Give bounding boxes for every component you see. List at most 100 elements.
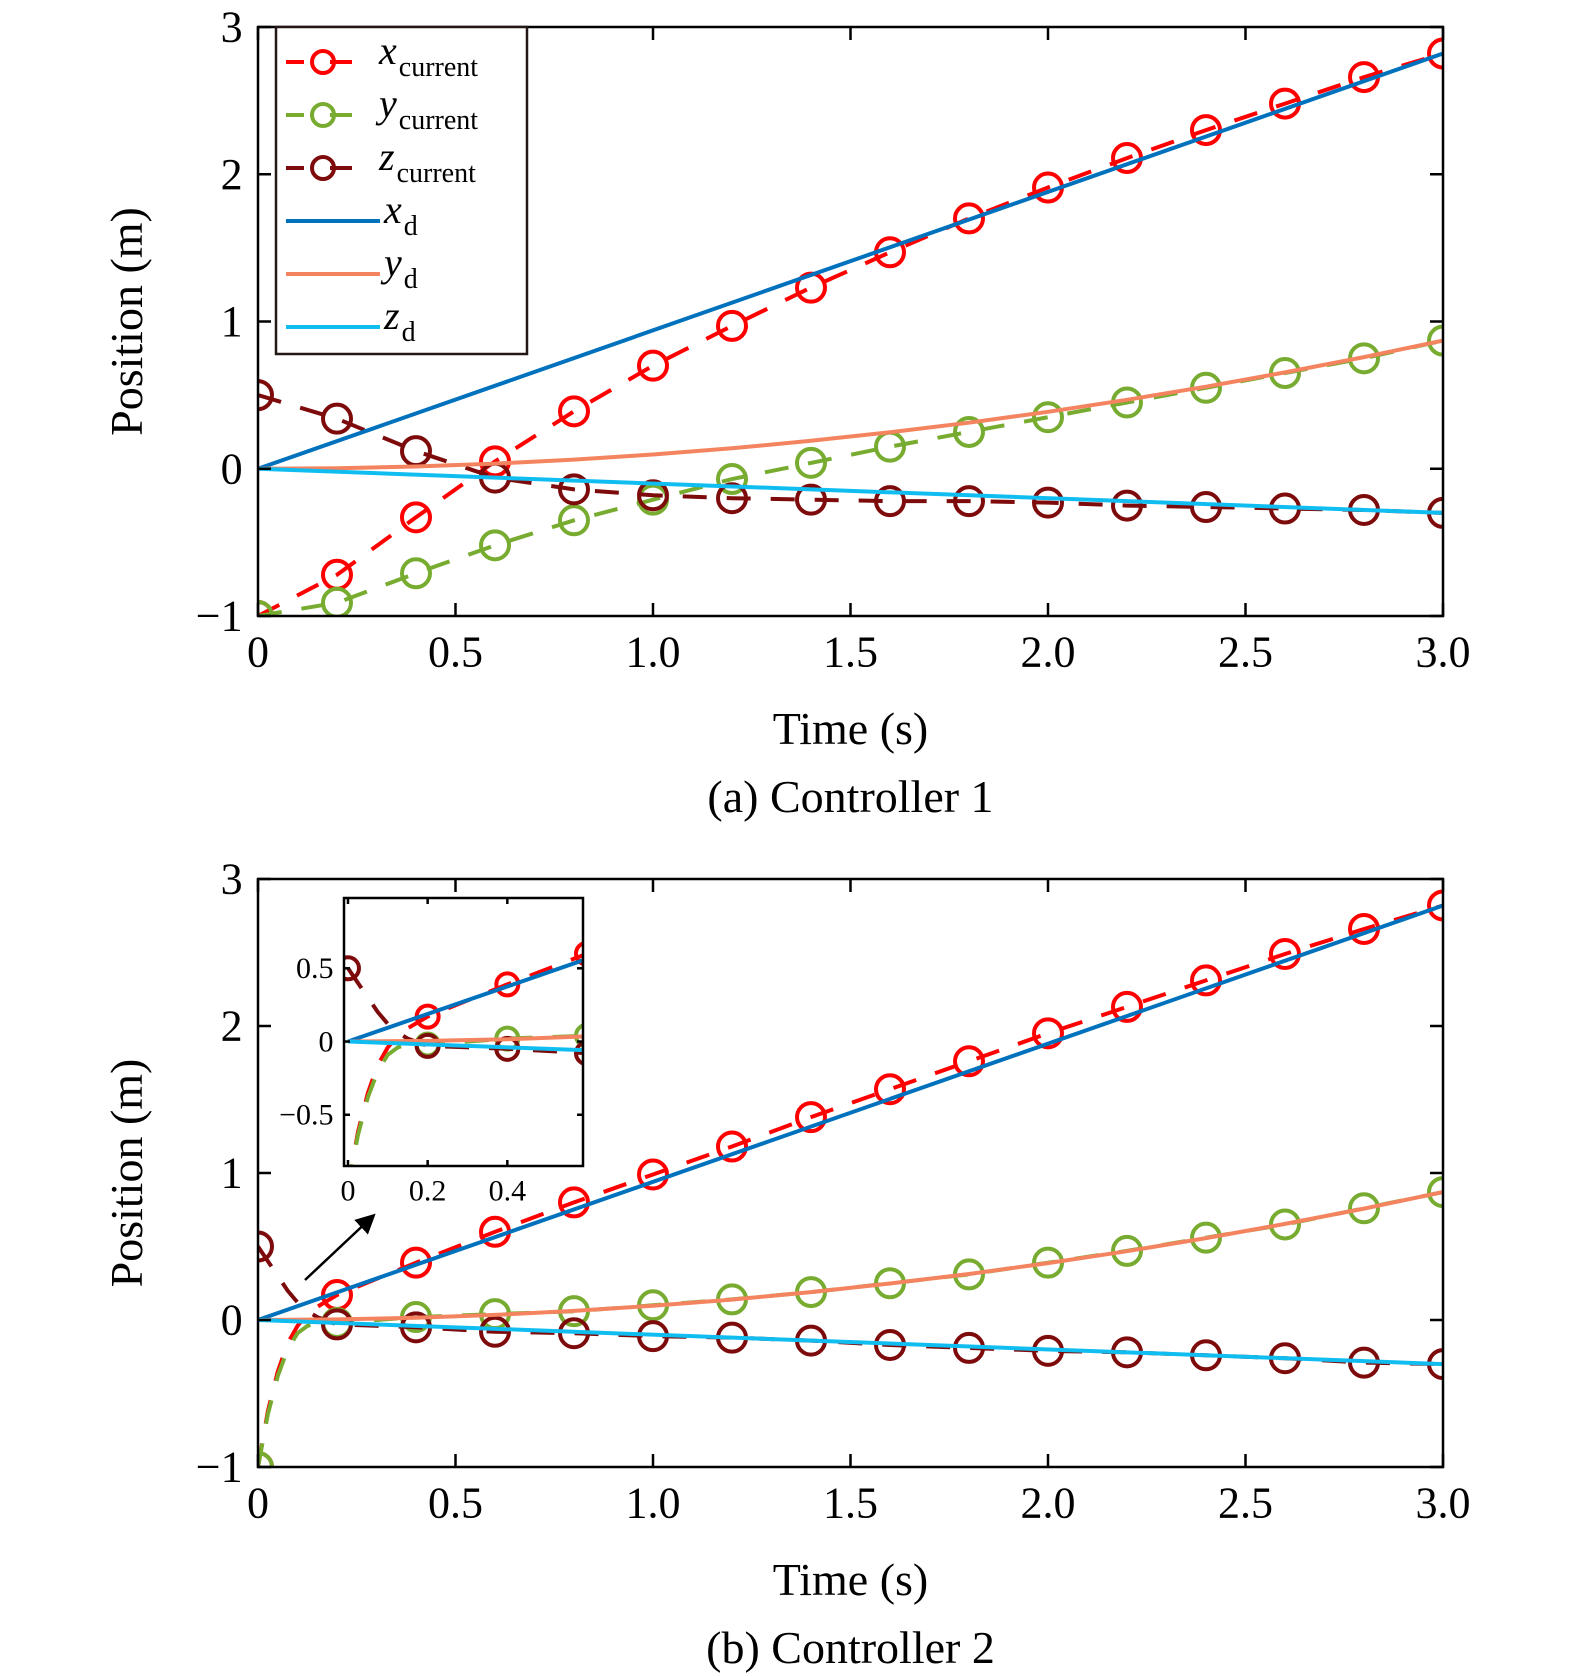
legend-label-sub: current <box>399 105 479 136</box>
legend-label-sub: current <box>399 52 479 83</box>
marker-y-current <box>558 504 590 537</box>
x-axis-label: Time (s) <box>773 703 929 754</box>
inset-marker-y-current <box>1452 919 1474 941</box>
y-tick-label: 1 <box>221 1149 243 1198</box>
marker-x-current <box>716 1130 748 1163</box>
legend-entry-z-current: zcurrent <box>286 134 476 189</box>
legend-entry-y-d: yd <box>286 240 418 295</box>
legend-label: zcurrent <box>378 134 476 189</box>
marker-z-current <box>637 479 669 512</box>
inset-marker-x-current <box>573 941 583 967</box>
inset-marker-x-current <box>815 858 837 880</box>
inset-marker-x-current <box>1532 618 1554 640</box>
marker-y-current <box>1348 1192 1380 1225</box>
inset-marker-z-current <box>344 955 361 982</box>
marker-y-current <box>1427 1176 1443 1209</box>
y-tick-label: 2 <box>221 1002 243 1051</box>
inset-x-tick-label: 0.2 <box>409 1175 447 1208</box>
inset-line-x-d <box>347 958 583 1044</box>
line-z-d <box>258 1318 1443 1367</box>
x-tick-label: 0.5 <box>428 628 483 677</box>
marker-x-current <box>1427 889 1443 922</box>
inset-background <box>344 898 583 1166</box>
chart-caption: (b) Controller 2 <box>706 1622 995 1673</box>
inset-marker-y-current <box>656 1022 678 1044</box>
marker-x-current <box>874 1073 906 1106</box>
x-tick-label: 2.0 <box>1021 628 1076 677</box>
marker-x-current <box>953 202 985 235</box>
inset-chart: 0 0.2 0.4 0.5 0 −0.5 <box>279 618 1554 1208</box>
legend-label-var: y <box>375 81 397 126</box>
x-tick-label: 1.0 <box>626 628 681 677</box>
x-tick-label: 1.5 <box>823 1479 878 1528</box>
marker-z-current <box>258 1230 274 1263</box>
inset-marker-z-current <box>735 1047 757 1069</box>
inset-marker-z-current <box>1532 1074 1554 1096</box>
series-group <box>258 889 1443 1467</box>
marker-y-current <box>400 557 432 590</box>
marker-y-current <box>1111 1234 1143 1267</box>
marker-x-current <box>400 1246 432 1279</box>
inset-marker-x-current <box>1373 666 1395 688</box>
inset-x-tick-label: 0.4 <box>489 1175 527 1208</box>
legend-label: zd <box>383 293 416 348</box>
marker-z-current <box>479 1315 511 1348</box>
y-tick-label: 1 <box>221 297 243 346</box>
inset-line-z-d <box>347 1039 583 1053</box>
inset-marker-z-current <box>656 1044 678 1066</box>
inset-marker-z-current <box>1213 1063 1235 1085</box>
inset-marker-z-current <box>1054 1058 1076 1080</box>
marker-x-current <box>558 1186 590 1219</box>
inset-marker-x-current <box>1213 719 1235 741</box>
legend-label-var: x <box>383 187 402 232</box>
y-tick-label: 0 <box>221 1296 243 1345</box>
x-tick-label: 1.5 <box>823 628 878 677</box>
marker-y-current <box>795 446 827 479</box>
x-tick-label: 2.5 <box>1218 1479 1273 1528</box>
line-y-current <box>258 338 1443 616</box>
legend-label-var: x <box>378 28 397 73</box>
chart-caption: (a) Controller 1 <box>707 771 993 822</box>
inset-marker-x-current <box>895 828 917 850</box>
inset-marker-x-current <box>656 913 678 935</box>
legend-label-sub: d <box>404 264 418 295</box>
legend-label: xd <box>383 187 418 242</box>
inset-marker-y-current <box>895 1003 917 1025</box>
marker-x-current <box>1190 964 1222 997</box>
inset-series-group <box>344 618 1554 1166</box>
legend-label-sub: current <box>397 158 477 189</box>
inset-marker-z-current <box>1373 1069 1395 1091</box>
line-x-d <box>258 903 1443 1322</box>
x-axis-label: Time (s) <box>773 1554 929 1605</box>
line-y-current <box>258 1190 1443 1467</box>
marker-x-current <box>637 349 669 382</box>
line-z-current <box>258 1245 1443 1367</box>
y-tick-label: −1 <box>196 592 243 641</box>
marker-z-current <box>1190 491 1222 524</box>
series-group <box>258 37 1443 616</box>
legend-label: xcurrent <box>378 28 478 83</box>
inset-marker-x-current <box>1054 773 1076 795</box>
line-y-d <box>258 338 1443 471</box>
legend-entry-x-d: xd <box>286 187 418 242</box>
marker-x-current <box>716 309 748 342</box>
marker-z-current <box>400 435 432 468</box>
inset-marker-z-current <box>1134 1061 1156 1083</box>
line-x-d <box>258 51 1443 471</box>
y-tick-label: 0 <box>221 444 243 493</box>
marker-y-current <box>1032 401 1064 434</box>
legend-label-var: z <box>378 134 395 179</box>
x-tick-label: 0 <box>247 628 269 677</box>
inset-marker-x-current <box>1134 745 1156 767</box>
inset-marker-x-current <box>735 886 757 908</box>
marker-x-current <box>400 501 432 534</box>
inset-axes-frame <box>342 896 585 1168</box>
inset-marker-x-current <box>1293 692 1315 714</box>
x-tick-label: 0 <box>247 1479 269 1528</box>
y-tick-label: 3 <box>221 3 243 52</box>
marker-z-current <box>558 473 590 506</box>
inset-y-tick-label: 0 <box>319 1025 334 1058</box>
x-tick-label: 2.5 <box>1218 628 1273 677</box>
marker-y-current <box>1190 1221 1222 1254</box>
y-tick-label: 2 <box>221 150 243 199</box>
